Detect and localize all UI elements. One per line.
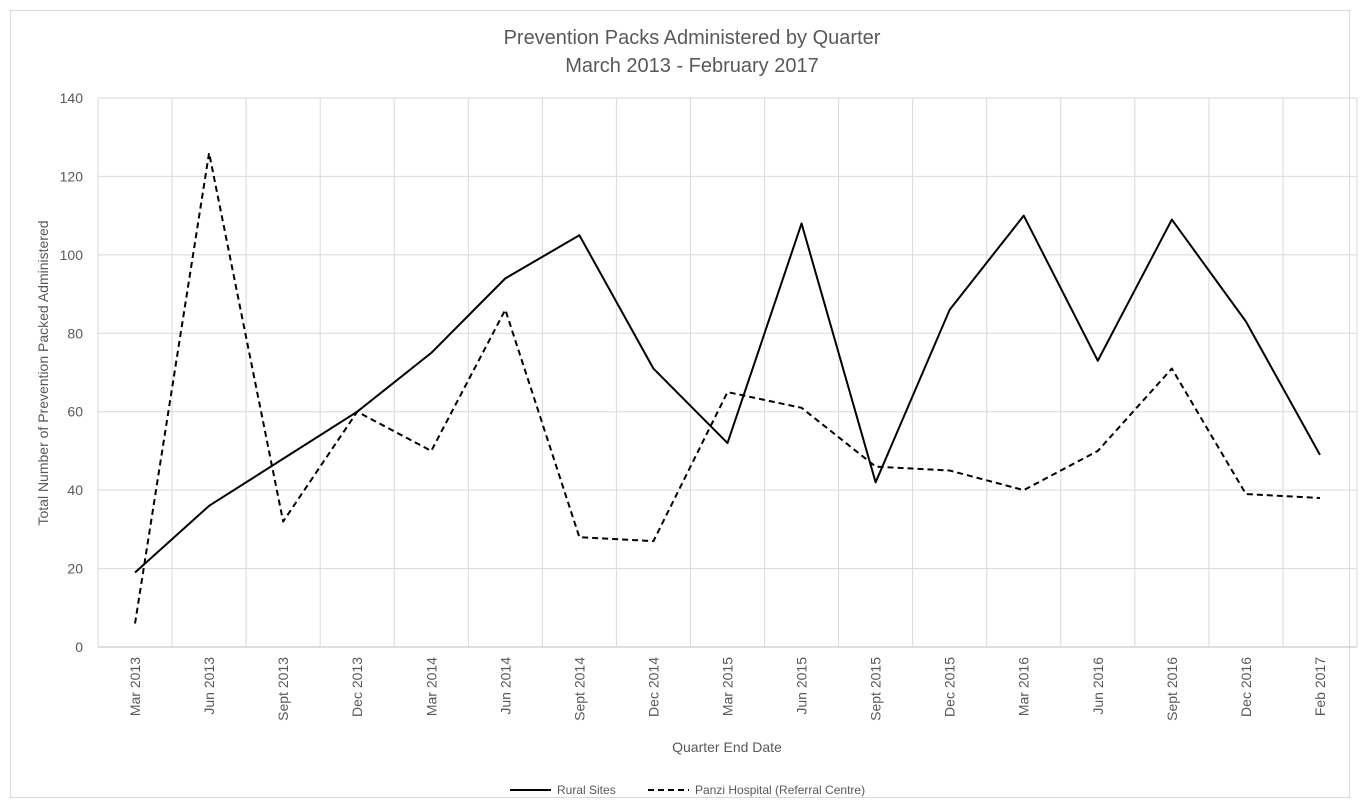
y-axis-title: Total Number of Prevention Packed Admini… xyxy=(35,220,51,525)
legend-label: Rural Sites xyxy=(557,783,616,797)
y-tick-label: 120 xyxy=(60,168,84,184)
y-tick-label: 100 xyxy=(60,247,84,263)
chart-subtitle: March 2013 - February 2017 xyxy=(565,55,818,77)
series-line-panzi-hospital xyxy=(134,151,1321,624)
y-tick-label: 40 xyxy=(67,482,83,498)
y-tick-label: 140 xyxy=(60,90,84,106)
x-tick-label: Mar 2014 xyxy=(423,657,439,716)
y-tick-label: 80 xyxy=(67,325,83,341)
x-axis-ticks: Mar 2013 Jun 2013 Sept 2013 Dec 2013 Mar 201… xyxy=(127,657,1328,721)
y-tick-label: 0 xyxy=(75,639,83,655)
x-tick-label: Dec 2015 xyxy=(942,657,958,717)
y-tick-label: 60 xyxy=(67,404,83,420)
x-tick-label: Mar 2013 xyxy=(127,657,143,716)
y-axis-ticks: 0 20 40 60 80 100 120 140 xyxy=(60,90,84,655)
x-axis-title: Quarter End Date xyxy=(672,739,782,755)
legend-label: Panzi Hospital (Referral Centre) xyxy=(695,783,865,797)
y-tick-label: 20 xyxy=(67,561,83,577)
series-line-rural-sites xyxy=(134,214,1321,574)
x-tick-label: Dec 2014 xyxy=(645,657,661,717)
x-tick-label: Sept 2016 xyxy=(1164,657,1180,721)
gridlines xyxy=(97,97,1358,648)
x-tick-label: Dec 2013 xyxy=(349,657,365,717)
x-tick-label: Jun 2013 xyxy=(201,657,217,715)
series-lines xyxy=(134,151,1321,624)
x-tick-label: Mar 2015 xyxy=(720,657,736,716)
x-tick-label: Sept 2013 xyxy=(275,657,291,721)
x-tick-label: Mar 2016 xyxy=(1016,657,1032,716)
x-tick-label: Jun 2014 xyxy=(497,657,513,715)
x-tick-label: Jun 2015 xyxy=(794,657,810,715)
chart-title: Prevention Packs Administered by Quarter xyxy=(504,27,881,49)
x-tick-label: Sept 2014 xyxy=(571,657,587,721)
legend: Rural Sites Panzi Hospital (Referral Cent… xyxy=(510,783,865,797)
x-tick-label: Sept 2015 xyxy=(868,657,884,721)
x-tick-label: Jun 2016 xyxy=(1090,657,1106,715)
x-tick-label: Dec 2016 xyxy=(1238,657,1254,717)
chart-frame xyxy=(10,10,1350,798)
x-tick-label: Feb 2017 xyxy=(1312,657,1328,716)
